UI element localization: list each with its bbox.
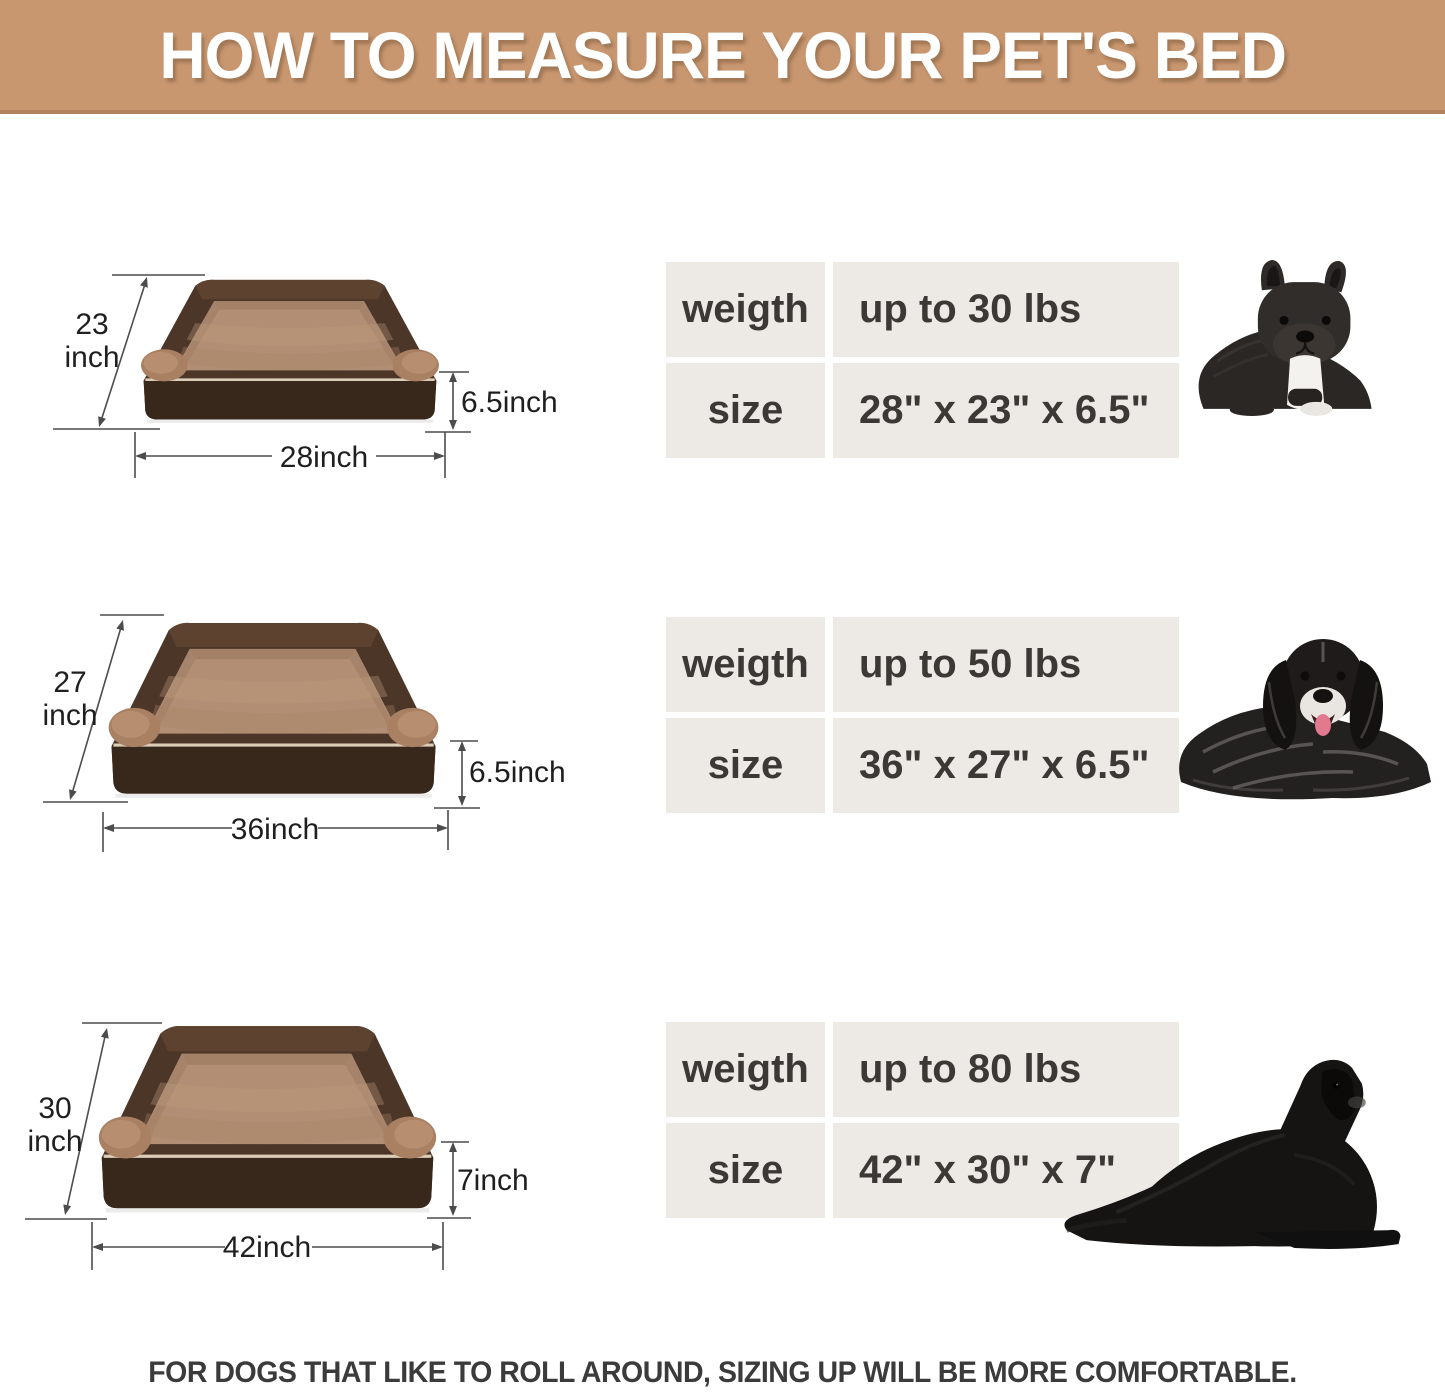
weight-label-cell: weigth [666,262,825,357]
weight-value-cell: up to 80 lbs [833,1022,1179,1117]
weight-value-cell: up to 30 lbs [833,262,1179,357]
weight-value-cell: up to 50 lbs [833,617,1179,712]
height-label: 6.5inch [469,756,566,789]
depth-arrow [25,1022,162,1220]
height-label: 7inch [457,1164,529,1197]
bed-illustration [107,621,440,800]
bed-illustration [139,278,441,425]
size-value-cell: 42" x 30" x 7" [833,1123,1179,1218]
dog-photo-french-bulldog [1198,260,1372,416]
depth-label: 23 inch [64,308,120,374]
width-label: 36inch [230,813,320,846]
size-value-cell: 36" x 27" x 6.5" [833,718,1179,813]
height-arrow [434,740,480,809]
width-label: 42inch [222,1231,312,1264]
depth-label: 27 inch [42,666,98,732]
weight-label-cell: weigth [666,617,825,712]
width-arrow [134,432,446,478]
width-label: 28inch [279,441,369,474]
height-arrow [427,1141,471,1219]
width-arrow [91,1222,444,1270]
page-title: HOW TO MEASURE YOUR PET'S BED [159,18,1287,92]
depth-arrow [53,274,205,430]
footer-note: FOR DOGS THAT LIKE TO ROLL AROUND, SIZIN… [0,1356,1445,1390]
header-banner: HOW TO MEASURE YOUR PET'S BED [0,0,1445,114]
size-value-cell: 28" x 23" x 6.5" [833,363,1179,458]
dog-photo-cocker-spaniel [1179,639,1431,800]
bed-diagram-small [53,274,471,478]
bed-diagram-medium [43,614,480,852]
height-arrow [425,371,471,433]
size-label-cell: size [666,363,825,458]
size-label-cell: size [666,718,825,813]
bed-diagram-large [25,1022,471,1270]
height-label: 6.5inch [461,386,558,419]
depth-arrow [43,614,164,803]
footer-note-text: FOR DOGS THAT LIKE TO ROLL AROUND, SIZIN… [148,1356,1297,1389]
weight-label-cell: weigth [666,1022,825,1117]
bed-illustration [97,1024,438,1215]
width-arrow [102,810,449,852]
depth-label: 30 inch [27,1092,83,1158]
size-label-cell: size [666,1123,825,1218]
dog-photo-black-labrador [1064,1059,1401,1249]
